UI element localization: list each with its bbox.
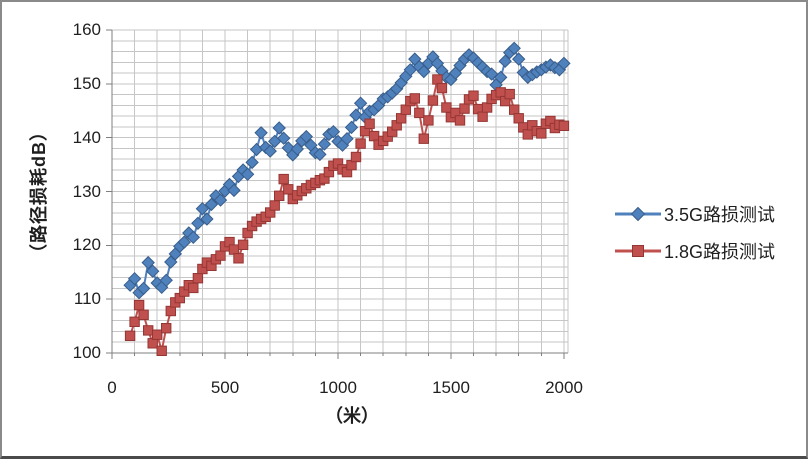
y-tick-label: 100: [72, 343, 101, 362]
y-tick-label: 110: [73, 289, 101, 308]
x-axis-title: （米）: [325, 406, 379, 426]
y-tick-label: 160: [72, 20, 101, 39]
x-tick-label: 500: [210, 378, 240, 397]
x-tick-label: 1500: [432, 378, 470, 397]
legend-label: 3.5G路损测试: [664, 205, 776, 225]
legend-label: 1.8G路损测试: [664, 242, 776, 262]
x-tick-label: 2000: [545, 378, 583, 397]
legend-swatch-1: [615, 245, 661, 257]
y-tick-label: 120: [72, 235, 101, 254]
legend-item-3-5g: 3.5G路损测试: [614, 201, 775, 227]
y-tick-label: 150: [72, 74, 101, 93]
plot-area: [106, 29, 571, 359]
legend-swatch-0: [615, 206, 661, 222]
x-tick-label: 1000: [319, 378, 357, 397]
legend-item-1-8g: 1.8G路损测试: [614, 238, 775, 264]
y-tick-label: 130: [72, 182, 101, 201]
y-tick-label: 140: [72, 128, 101, 147]
x-tick-label: 0: [107, 378, 117, 397]
